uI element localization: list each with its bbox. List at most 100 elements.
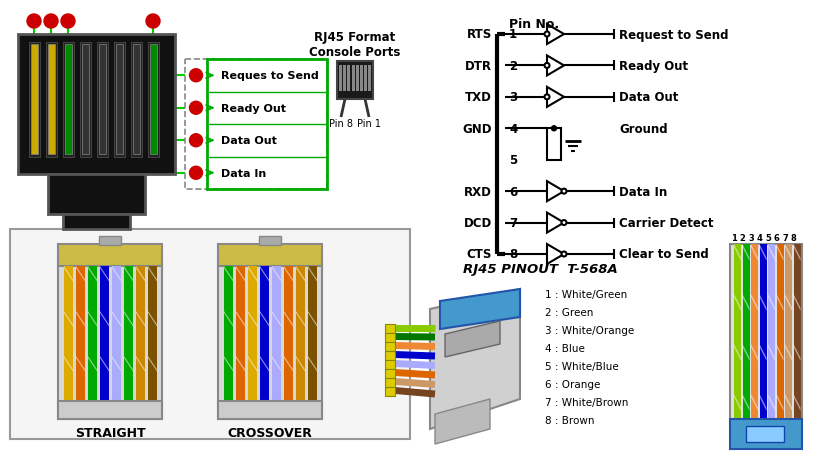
Polygon shape	[296, 356, 305, 372]
Text: 4: 4	[757, 234, 762, 243]
Bar	[248, 266, 257, 401]
Text: RXD: RXD	[464, 185, 492, 198]
Bar	[58, 245, 162, 266]
Polygon shape	[272, 356, 281, 372]
Text: 1: 1	[731, 234, 737, 243]
Polygon shape	[743, 394, 749, 411]
Bar	[218, 401, 322, 419]
Text: 2 : Green: 2 : Green	[545, 308, 594, 317]
Text: 4: 4	[387, 361, 392, 367]
Text: 5: 5	[765, 234, 771, 243]
Bar	[730, 419, 802, 449]
Text: 7 : White/Brown: 7 : White/Brown	[545, 397, 628, 407]
Text: 2: 2	[48, 17, 54, 27]
Bar	[360, 66, 363, 92]
Text: Pin No.: Pin No.	[509, 17, 559, 30]
Polygon shape	[794, 344, 800, 361]
Polygon shape	[76, 311, 85, 327]
Text: Data Out: Data Out	[619, 91, 678, 104]
Bar	[64, 266, 73, 401]
Bar	[82, 45, 89, 155]
Text: 1: 1	[31, 17, 37, 27]
Text: 8: 8	[509, 248, 518, 261]
Polygon shape	[236, 311, 245, 327]
Bar	[369, 66, 371, 92]
Text: 8: 8	[387, 325, 392, 331]
Text: STRAIGHT: STRAIGHT	[75, 426, 145, 440]
Polygon shape	[124, 356, 133, 372]
Text: DCD: DCD	[464, 217, 492, 230]
Polygon shape	[76, 356, 85, 372]
Bar	[63, 43, 74, 157]
Polygon shape	[776, 344, 784, 361]
Polygon shape	[112, 356, 121, 372]
Bar	[76, 266, 85, 401]
Bar	[112, 266, 121, 401]
Bar	[31, 45, 38, 155]
Circle shape	[44, 15, 58, 29]
Polygon shape	[236, 266, 245, 282]
Polygon shape	[734, 394, 741, 411]
Polygon shape	[76, 266, 85, 282]
Text: Ready Out: Ready Out	[221, 104, 286, 113]
Text: 4 : Blue: 4 : Blue	[545, 343, 585, 353]
Text: 6 : Orange: 6 : Orange	[545, 379, 600, 389]
Polygon shape	[751, 394, 758, 411]
Polygon shape	[88, 311, 97, 327]
Polygon shape	[236, 356, 245, 372]
Polygon shape	[751, 294, 758, 311]
Polygon shape	[785, 344, 792, 361]
Circle shape	[146, 15, 160, 29]
Circle shape	[189, 167, 202, 180]
Polygon shape	[768, 394, 775, 411]
Bar	[58, 263, 162, 419]
Text: 2: 2	[740, 234, 745, 243]
Text: 8 : Brown: 8 : Brown	[545, 415, 595, 425]
Polygon shape	[435, 399, 490, 444]
Bar	[148, 266, 157, 401]
Circle shape	[562, 221, 567, 225]
Bar	[18, 35, 175, 174]
Polygon shape	[751, 344, 758, 361]
Polygon shape	[272, 311, 281, 327]
Bar	[794, 245, 800, 419]
Bar	[547, 129, 561, 160]
Bar	[768, 245, 775, 419]
Circle shape	[27, 15, 41, 29]
Polygon shape	[284, 311, 293, 327]
Bar	[785, 245, 792, 419]
Text: Ground: Ground	[619, 123, 667, 135]
Text: 6: 6	[150, 17, 156, 27]
Text: Console Ports: Console Ports	[310, 45, 400, 58]
Polygon shape	[112, 266, 121, 282]
Bar	[65, 45, 72, 155]
Text: DTR: DTR	[465, 60, 492, 73]
Polygon shape	[734, 294, 741, 311]
Bar	[136, 266, 145, 401]
Circle shape	[189, 102, 202, 115]
Text: TXD: TXD	[465, 91, 492, 104]
Text: 3: 3	[193, 136, 199, 146]
Text: Ready Out: Ready Out	[619, 60, 688, 73]
Text: 3: 3	[509, 91, 517, 104]
Polygon shape	[136, 356, 145, 372]
Polygon shape	[224, 266, 233, 282]
Text: Data In: Data In	[619, 185, 667, 198]
Polygon shape	[136, 311, 145, 327]
Text: Request to Send: Request to Send	[619, 28, 728, 41]
Bar	[339, 66, 342, 92]
Polygon shape	[124, 311, 133, 327]
Text: 4: 4	[509, 123, 518, 135]
Polygon shape	[776, 394, 784, 411]
Bar	[124, 266, 133, 401]
Polygon shape	[308, 266, 317, 282]
Polygon shape	[248, 311, 257, 327]
Bar	[114, 43, 125, 157]
Polygon shape	[148, 356, 157, 372]
Bar	[116, 45, 123, 155]
Polygon shape	[148, 311, 157, 327]
Bar	[100, 266, 109, 401]
Bar	[218, 245, 322, 266]
Polygon shape	[64, 266, 73, 282]
Text: GND: GND	[463, 123, 492, 135]
